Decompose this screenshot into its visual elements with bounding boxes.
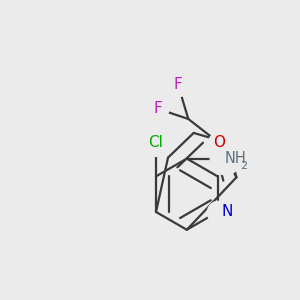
Text: O: O [213,136,225,151]
Text: 2: 2 [240,160,247,171]
Text: F: F [153,101,162,116]
Text: N: N [221,205,233,220]
Text: Cl: Cl [148,134,164,149]
Text: NH: NH [225,151,246,166]
Text: F: F [174,77,182,92]
